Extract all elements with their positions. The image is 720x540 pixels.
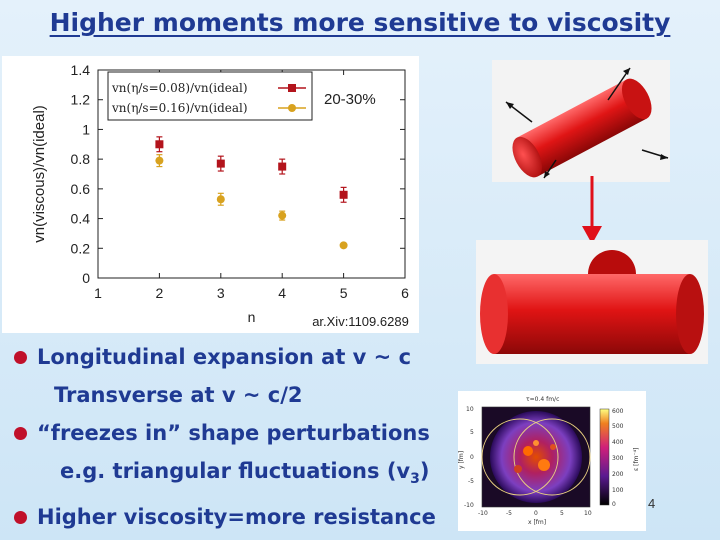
arxiv-citation: ar.Xiv:1109.6289 bbox=[304, 312, 417, 332]
bullet-text: Higher viscosity=more resistance bbox=[37, 505, 436, 530]
cbar-tick: 600 bbox=[612, 408, 624, 415]
bullet-item: “freezes in” shape perturbations bbox=[14, 414, 434, 452]
data-point bbox=[339, 190, 348, 199]
y-tick-label: 0.2 bbox=[71, 240, 91, 256]
data-point bbox=[216, 159, 225, 168]
data-point bbox=[339, 241, 348, 250]
legend-marker bbox=[288, 104, 296, 112]
cylinder-illustration-top bbox=[492, 60, 670, 182]
cbar-tick: 400 bbox=[612, 439, 624, 446]
y-tick-label: 0.4 bbox=[71, 211, 91, 227]
x-axis-label: n bbox=[248, 309, 256, 325]
data-point bbox=[278, 162, 287, 171]
x-tick-label: 3 bbox=[217, 285, 225, 301]
down-arrow-icon bbox=[582, 176, 602, 244]
y-tick-label: 1.4 bbox=[71, 62, 91, 78]
sim-ytick: 5 bbox=[470, 429, 474, 436]
sim-ytick: -10 bbox=[464, 502, 474, 509]
slide-title: Higher moments more sensitive to viscosi… bbox=[49, 8, 671, 37]
x-tick-label: 6 bbox=[401, 285, 409, 301]
x-tick-label: 4 bbox=[278, 285, 286, 301]
chart-svg: 0 0.2 0.4 0.6 0.8 1 1.2 1.4 1 2 3 4 5 6 n vn(viscous)/v… bbox=[31, 62, 409, 325]
y-tick-label: 1 bbox=[82, 121, 90, 137]
sim-xtick: -10 bbox=[478, 510, 488, 517]
bullet-subline: e.g. triangular fluctuations (v3) bbox=[14, 452, 434, 498]
legend-marker bbox=[288, 84, 296, 92]
sim-xtick: 10 bbox=[584, 510, 592, 517]
y-tick-label: 0.8 bbox=[71, 151, 91, 167]
data-point bbox=[155, 156, 164, 165]
bullet-dot-icon bbox=[14, 426, 27, 440]
sim-time-label: τ=0.4 fm/c bbox=[526, 396, 559, 403]
viscosity-ratio-chart: 0 0.2 0.4 0.6 0.8 1 1.2 1.4 1 2 3 4 5 6 n vn(viscous)/v… bbox=[2, 56, 419, 333]
cbar-tick: 500 bbox=[612, 423, 624, 430]
sim-xlabel: x [fm] bbox=[528, 519, 546, 526]
y-tick-label: 0 bbox=[82, 270, 90, 286]
page-number: 4 bbox=[648, 496, 656, 511]
sim-ylabel: y [fm] bbox=[458, 451, 465, 469]
cbar-label: ε [fm⁻⁴] bbox=[633, 448, 640, 471]
sim-xtick: 0 bbox=[534, 510, 538, 517]
bullet-item: Higher viscosity=more resistance bbox=[14, 498, 436, 536]
cbar-tick: 300 bbox=[612, 455, 624, 462]
sim-ytick: -5 bbox=[468, 478, 474, 485]
bullet-item: Longitudinal expansion at v ~ c bbox=[14, 338, 434, 376]
bullet-text: “freezes in” shape perturbations bbox=[37, 421, 430, 445]
sim-xtick: -5 bbox=[506, 510, 512, 517]
bullet-subline: Transverse at v ~ c/2 bbox=[14, 376, 434, 414]
cbar-tick: 0 bbox=[612, 501, 616, 508]
y-axis-label: vn(viscous)/vn(ideal) bbox=[31, 105, 48, 243]
bullet-text: Transverse at v ~ c/2 bbox=[54, 383, 303, 407]
cbar-tick: 200 bbox=[612, 471, 624, 478]
hydro-simulation-figure: τ=0.4 fm/c 10 5 0 -5 -10 -10 -5 0 5 10 x… bbox=[458, 391, 646, 531]
legend-box bbox=[107, 71, 313, 121]
bullet-text: Longitudinal expansion at v ~ c bbox=[37, 345, 412, 369]
data-point bbox=[278, 211, 287, 220]
x-tick-label: 1 bbox=[94, 285, 102, 301]
sim-ytick: 10 bbox=[466, 406, 474, 413]
x-tick-label: 2 bbox=[156, 285, 164, 301]
sim-xtick: 5 bbox=[560, 510, 564, 517]
y-tick-label: 1.2 bbox=[71, 92, 91, 108]
legend-label: vn(η/s=0.08)/vn(ideal) bbox=[111, 81, 248, 95]
chart-annotation: 20-30% bbox=[324, 91, 376, 108]
cbar-tick: 100 bbox=[612, 487, 624, 494]
x-tick-label: 5 bbox=[340, 285, 348, 301]
sim-ytick: 0 bbox=[470, 454, 474, 461]
bullet-dot-icon bbox=[14, 350, 27, 364]
legend-label: vn(η/s=0.16)/vn(ideal) bbox=[111, 101, 248, 115]
bullet-text: e.g. triangular fluctuations (v3) bbox=[60, 459, 430, 488]
bullet-list: Longitudinal expansion at v ~ c Transver… bbox=[14, 338, 436, 536]
plot-frame bbox=[97, 69, 406, 279]
cylinder-illustration-bottom bbox=[476, 240, 708, 364]
y-tick-label: 0.6 bbox=[71, 181, 91, 197]
data-point bbox=[216, 195, 225, 204]
data-point bbox=[155, 140, 164, 149]
bullet-dot-icon bbox=[14, 510, 27, 524]
